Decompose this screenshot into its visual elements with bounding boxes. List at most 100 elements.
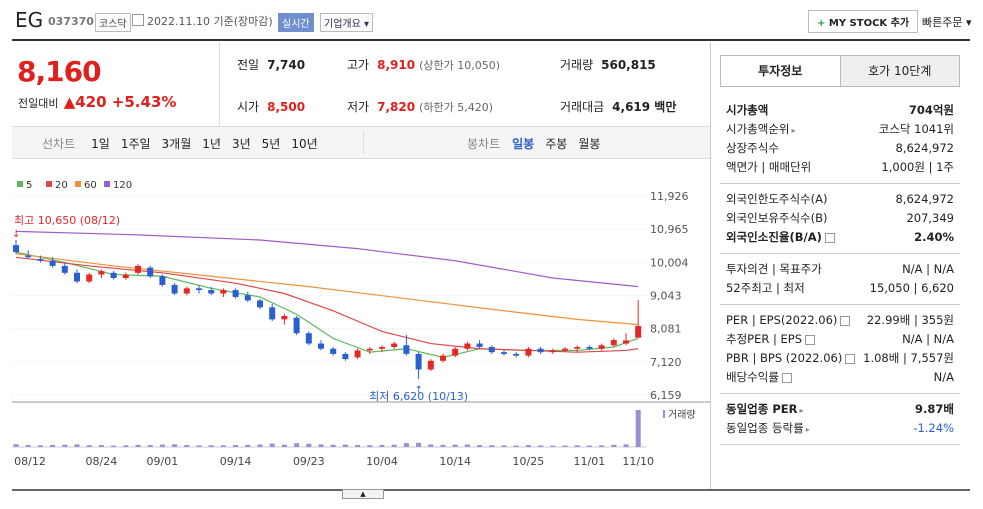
- info-row: 시가총액 704억원: [720, 101, 960, 120]
- quick-order-text: 빠른주문: [922, 16, 963, 29]
- candle-body: [49, 260, 56, 266]
- realtime-badge: 실시간: [278, 13, 314, 32]
- low-arrow: ↑: [415, 385, 423, 396]
- info-label-wrap: PER | EPS(2022.06): [726, 311, 851, 330]
- quick-order[interactable]: 빠른주문 ▾: [922, 16, 972, 29]
- field-label: 저가: [347, 100, 370, 114]
- volume-bar: [135, 444, 141, 447]
- candle-body: [427, 360, 434, 370]
- candle-body: [525, 348, 532, 356]
- period-button[interactable]: 주봉: [545, 137, 568, 151]
- help-icon: [781, 372, 792, 383]
- info-label: 시가총액: [726, 103, 769, 117]
- line-periods: 선차트 1일 1주일 3개월 1년 3년 5년 10년: [42, 135, 329, 152]
- info-value: 704억원: [908, 103, 954, 117]
- info-value: 코스닥 1041위: [878, 122, 954, 136]
- candle-body: [562, 348, 568, 351]
- period-button[interactable]: 월봉: [578, 137, 601, 151]
- volume-bar: [98, 445, 104, 447]
- info-row: 투자의견 | 목표주가 N/A | N/A: [720, 260, 960, 279]
- info-label: 액면가 | 매매단위: [726, 160, 812, 174]
- x-tick-label: 10/14: [439, 455, 471, 468]
- help-icon: [824, 232, 835, 243]
- info-row: PBR | BPS (2022.06) 1.08배 | 7,557원: [720, 349, 960, 368]
- period-button[interactable]: 1일: [91, 137, 110, 151]
- candle-body: [610, 340, 617, 346]
- info-row: 동일업종 등락률 ▸ -1.24%: [720, 419, 960, 438]
- change-row: 전일대비 ▲420 +5.43%: [18, 93, 177, 111]
- info-label: 동일업종 등락률: [726, 421, 804, 435]
- high-label: 최고 10,650 (08/12): [14, 214, 120, 227]
- overview-button[interactable]: 기업개요 ▾: [320, 13, 374, 32]
- volume-bar: [86, 445, 92, 447]
- volume-bar: [550, 445, 556, 447]
- candle-body: [366, 348, 373, 351]
- volume-bar: [269, 443, 275, 447]
- info-value: -1.24%: [913, 421, 954, 435]
- candle-body: [635, 325, 642, 338]
- volume-bar: [391, 444, 397, 447]
- candle-body: [342, 353, 349, 360]
- info-label: 추정PER | EPS: [726, 332, 803, 346]
- info-label: 시가총액순위: [726, 122, 790, 136]
- period-button[interactable]: 3개월: [161, 137, 192, 151]
- candle-body: [464, 343, 471, 349]
- info-section: 동일업종 PER ▸ 9.87배 동일업종 등락률 ▸ -1.24%: [720, 394, 960, 445]
- arrow-icon: ▸: [799, 406, 804, 415]
- candle-body: [25, 255, 32, 258]
- volume-label: 거래량: [668, 409, 696, 421]
- basis: 기준(장마감): [213, 15, 273, 28]
- info-section: 투자의견 | 목표주가 N/A | N/A 52주최고 | 최저 15,050 | 6…: [720, 254, 960, 305]
- candle-body: [281, 315, 288, 320]
- info-row: 배당수익률 N/A: [720, 368, 960, 387]
- candle-body: [257, 300, 263, 308]
- info-row: 외국인보유주식수(B) 207,349: [720, 209, 960, 228]
- candle-body: [159, 276, 166, 285]
- tab[interactable]: 투자정보: [758, 64, 803, 78]
- volume-bar: [574, 445, 580, 447]
- volume-bar: [477, 445, 483, 447]
- info-label: PBR | BPS (2022.06): [726, 351, 843, 365]
- x-tick-label: 09/14: [220, 455, 252, 468]
- change-label: 전일대비: [18, 97, 59, 110]
- info-section: 시가총액 704억원 시가총액순위 ▸ 코스닥 1041위 상장주식수 8,624,972 액…: [720, 95, 960, 184]
- volume-bar: [562, 445, 568, 447]
- tab[interactable]: 호가 10단계: [839, 56, 959, 86]
- period-button[interactable]: 일봉: [512, 137, 535, 151]
- field-label: 거래량: [560, 58, 594, 72]
- info-label: 52주최고 | 최저: [726, 281, 805, 295]
- volume-bar: [294, 443, 300, 447]
- period-button[interactable]: 3년: [231, 137, 251, 151]
- candle-body: [269, 307, 276, 320]
- toolbar-label: 봉차트: [467, 137, 501, 151]
- help-icon: [845, 353, 856, 364]
- info-label-wrap: 시가총액: [726, 101, 768, 120]
- period-button[interactable]: 5년: [261, 137, 281, 151]
- info-label: PER | EPS(2022.06): [726, 313, 838, 327]
- price: 8,160: [17, 55, 102, 88]
- candle-body: [440, 355, 446, 361]
- toolbar-label: 선차트: [42, 137, 76, 151]
- info-label-wrap: 동일업종 등락률 ▸: [726, 419, 810, 438]
- volume-bar: [501, 445, 507, 447]
- legend-label: 60: [84, 180, 97, 191]
- volume-bar: [440, 444, 446, 447]
- y-tick-label: 10,004: [650, 256, 689, 269]
- candle-body: [183, 288, 190, 294]
- info-label-wrap: 투자의견 | 목표주가: [726, 260, 822, 279]
- x-tick-label: 08/12: [14, 455, 46, 468]
- toolbar: [12, 126, 710, 159]
- volume-bar: [525, 445, 531, 447]
- period-button[interactable]: 1년: [202, 137, 221, 151]
- period-button[interactable]: 1주일: [120, 137, 151, 151]
- candle-body: [415, 353, 422, 370]
- mystock-button[interactable]: + MY STOCK 추가: [808, 10, 919, 33]
- divider: [710, 42, 711, 490]
- info-row: PER | EPS(2022.06) 22.99배 | 355원: [720, 311, 960, 330]
- scroll-handle[interactable]: ▲: [342, 489, 384, 499]
- quote-field: 저가 7,820 (하한가 5,420): [347, 98, 493, 115]
- stock-name: EG: [15, 8, 44, 32]
- period-button[interactable]: 10년: [291, 137, 318, 151]
- candle-body: [452, 348, 459, 356]
- help-icon: [805, 334, 816, 345]
